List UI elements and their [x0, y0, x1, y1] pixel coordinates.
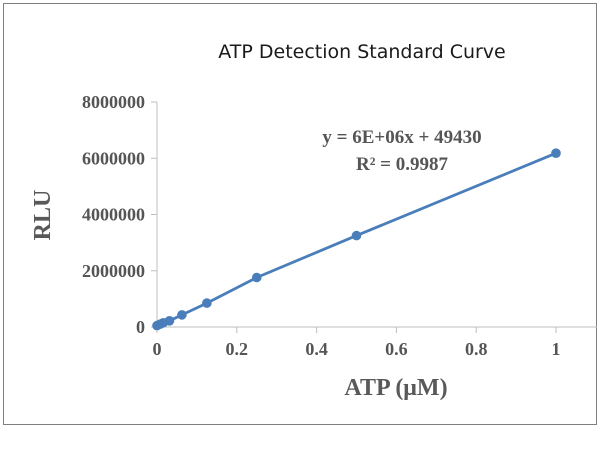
y-axis-title: RLU [30, 190, 56, 241]
data-point [202, 298, 212, 308]
y-tick-label: 8000000 [82, 92, 145, 112]
data-points [152, 148, 561, 331]
y-tick-label: 6000000 [82, 148, 145, 168]
y-tick-label: 4000000 [82, 205, 145, 225]
y-axis-ticks: 0 2000000 4000000 6000000 8000000 [82, 92, 157, 337]
y-tick-label: 0 [136, 317, 145, 337]
chart-frame [3, 3, 597, 425]
x-tick-label: 1 [552, 339, 561, 359]
x-tick-label: 0.4 [305, 339, 328, 359]
trendline-equation: y = 6E+06x + 49430 [322, 127, 481, 148]
data-point [164, 316, 175, 326]
data-point [551, 148, 561, 158]
data-point [351, 230, 362, 241]
r-squared-label: R² = 0.9987 [356, 154, 448, 175]
x-axis-ticks: 0 0.2 0.4 0.6 0.8 1 [153, 327, 561, 359]
data-point [251, 272, 262, 283]
x-axis-title: ATP (μM) [344, 375, 447, 401]
y-tick-label: 2000000 [82, 261, 145, 281]
x-tick-label: 0.2 [226, 339, 249, 359]
data-point [177, 310, 187, 320]
x-tick-label: 0 [153, 339, 162, 359]
chart-title: ATP Detection Standard Curve [218, 41, 506, 63]
x-tick-label: 0.6 [385, 339, 408, 359]
x-tick-label: 0.8 [465, 339, 488, 359]
